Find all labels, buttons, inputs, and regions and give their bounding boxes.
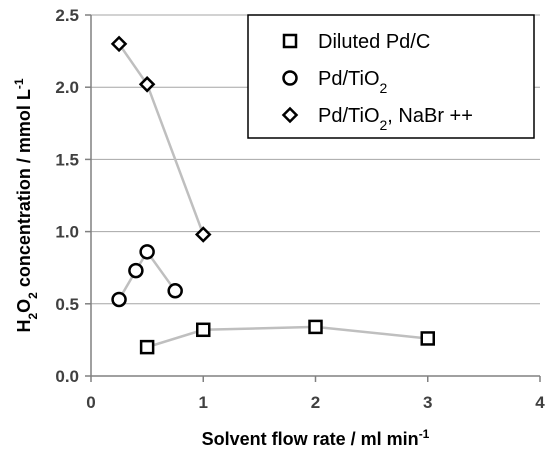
y-tick-label: 2.0 [55,78,79,97]
data-point-square [308,319,323,335]
legend-label: Diluted Pd/C [318,31,430,53]
series-square [139,319,435,355]
y-axis-title: H2O2 concentration / mmol L-1 [12,78,40,332]
axes [85,14,541,382]
x-tick-label: 3 [423,393,432,412]
legend-item: Pd/TiO2 [282,68,388,96]
tick-labels: 0 1 2 3 4 0.0 0.5 1.0 1.5 2.0 2.5 [55,6,545,412]
data-point-diamond [194,226,212,243]
x-axis-title: Solvent flow rate / ml min-1 [202,427,430,449]
axis-titles: Solvent flow rate / ml min-1 H2O2 concent… [12,78,430,449]
legend-marker-diamond [281,106,299,124]
series-diamond [110,35,212,243]
data-point-circle [111,291,127,308]
y-tick-label: 0.0 [55,367,79,386]
legend: Diluted Pd/C Pd/TiO2 Pd/TiO2, NaBr ++ [247,14,535,139]
legend-label: Pd/TiO2, NaBr ++ [318,105,473,133]
y-tick-label: 1.0 [55,223,79,242]
legend-marker-circle [282,70,298,86]
x-tick-label: 4 [535,393,545,412]
data-point-square [139,339,155,355]
legend-item: Diluted Pd/C [282,31,430,53]
y-tick-label: 0.5 [55,295,79,314]
series-line [118,43,205,235]
series-line [117,249,177,301]
series-layer [110,35,435,355]
x-tick-label: 1 [199,393,208,412]
data-point-circle [139,244,155,260]
legend-marker-square [282,33,298,49]
y-tick-label: 1.5 [55,150,79,169]
series-line [146,325,428,349]
data-point-square [420,331,435,346]
series-circle [111,244,183,308]
y-tick-label: 2.5 [55,6,79,25]
data-point-circle [128,262,144,279]
data-point-square [196,322,211,338]
x-tick-label: 0 [86,393,95,412]
data-point-diamond [110,35,128,53]
data-point-diamond [138,76,156,93]
legend-item: Pd/TiO2, NaBr ++ [281,105,473,133]
legend-label: Pd/TiO2 [318,68,388,96]
x-tick-label: 2 [311,393,320,412]
data-point-circle [167,283,183,299]
